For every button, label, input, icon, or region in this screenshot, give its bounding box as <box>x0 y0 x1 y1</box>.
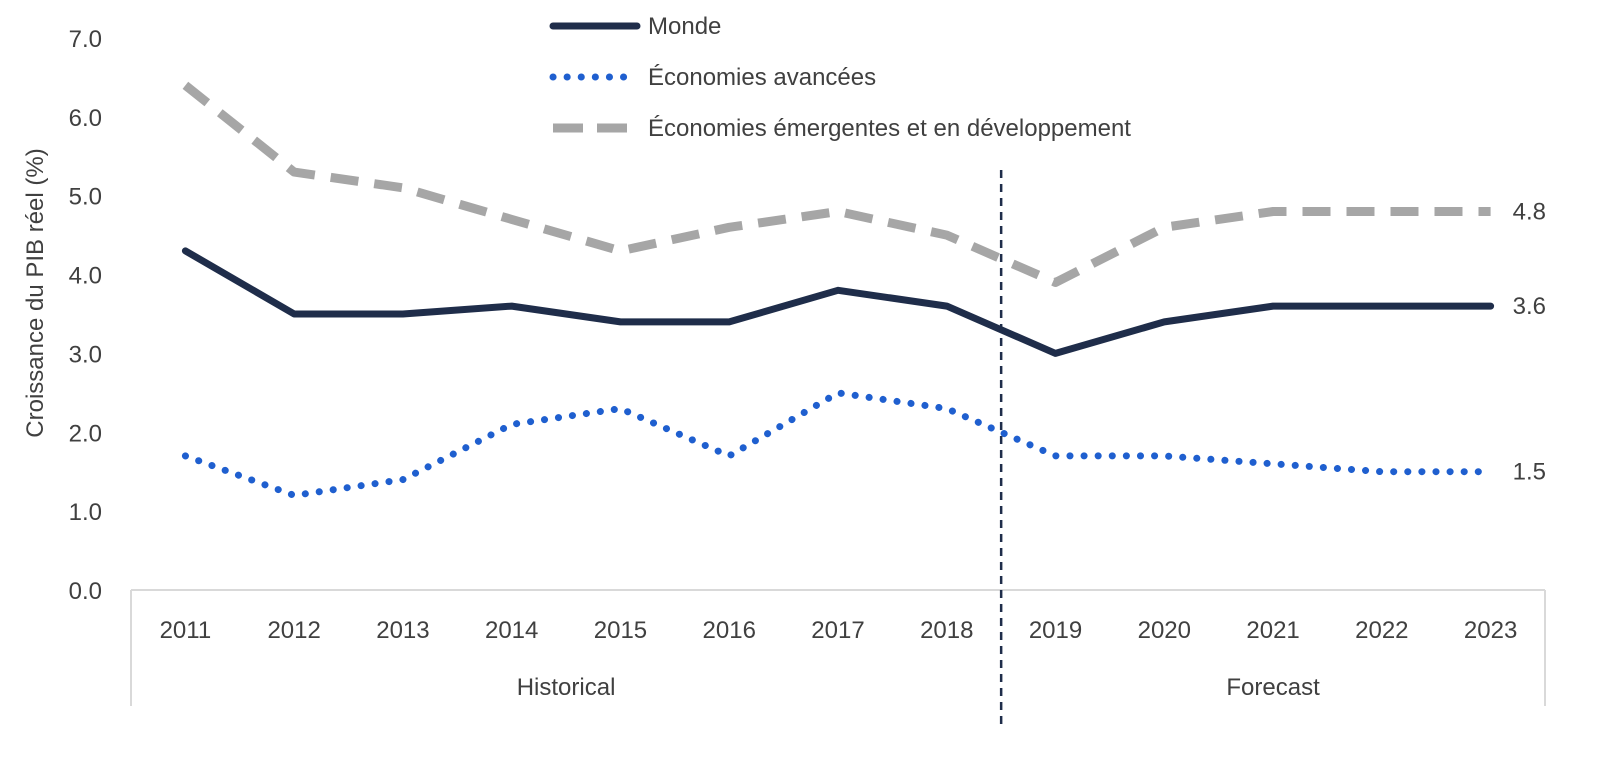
x-tick-label: 2015 <box>594 617 647 644</box>
y-tick-label: 5.0 <box>69 184 102 211</box>
y-tick-label: 7.0 <box>69 26 102 53</box>
end-labels: 3.6 1.5 4.8 <box>1513 198 1546 485</box>
legend-label: Économies avancées <box>648 64 876 91</box>
y-tick-label: 0.0 <box>69 578 102 605</box>
x-tick-label: 2018 <box>920 617 973 644</box>
y-tick-label: 2.0 <box>69 420 102 447</box>
x-tick-label: 2017 <box>811 617 864 644</box>
group-label: Historical <box>517 674 616 701</box>
legend: Monde Économies avancées Économies émergen… <box>549 13 1131 142</box>
series-line-0 <box>181 247 1495 357</box>
x-tick-label: 2019 <box>1029 617 1082 644</box>
x-tick-label: 2022 <box>1355 617 1408 644</box>
end-label: 1.5 <box>1513 459 1546 486</box>
end-label: 4.8 <box>1513 198 1546 225</box>
x-tick-label: 2011 <box>160 617 212 644</box>
series-line-1 <box>181 389 1495 499</box>
y-tick-label: 4.0 <box>69 263 102 290</box>
legend-label: Monde <box>648 13 721 40</box>
x-tick-label: 2020 <box>1138 617 1191 644</box>
x-axis <box>130 589 1546 706</box>
x-tick-label: 2016 <box>703 617 756 644</box>
y-axis-ticks: 0.0 1.0 2.0 3.0 4.0 5.0 6.0 7.0 <box>69 26 102 605</box>
x-axis-groups: Historical Forecast <box>517 674 1320 701</box>
y-tick-label: 3.0 <box>69 341 102 368</box>
x-tick-label: 2023 <box>1464 617 1517 644</box>
y-tick-label: 1.0 <box>69 499 102 526</box>
x-tick-label: 2014 <box>485 617 538 644</box>
series-lines <box>181 81 1495 499</box>
series-line-2 <box>182 81 1491 287</box>
x-tick-label: 2013 <box>376 617 429 644</box>
legend-label: Économies émergentes et en développement <box>648 115 1131 142</box>
x-tick-label: 2012 <box>267 617 320 644</box>
x-axis-ticks: 2011 2012 2013 2014 2015 2016 2017 2018 2019 2020… <box>160 617 1518 644</box>
end-label: 3.6 <box>1513 293 1546 320</box>
y-tick-label: 6.0 <box>69 105 102 132</box>
y-axis-label: Croissance du PIB réel (%) <box>22 148 49 437</box>
group-label: Forecast <box>1226 674 1320 701</box>
x-tick-label: 2021 <box>1246 617 1299 644</box>
